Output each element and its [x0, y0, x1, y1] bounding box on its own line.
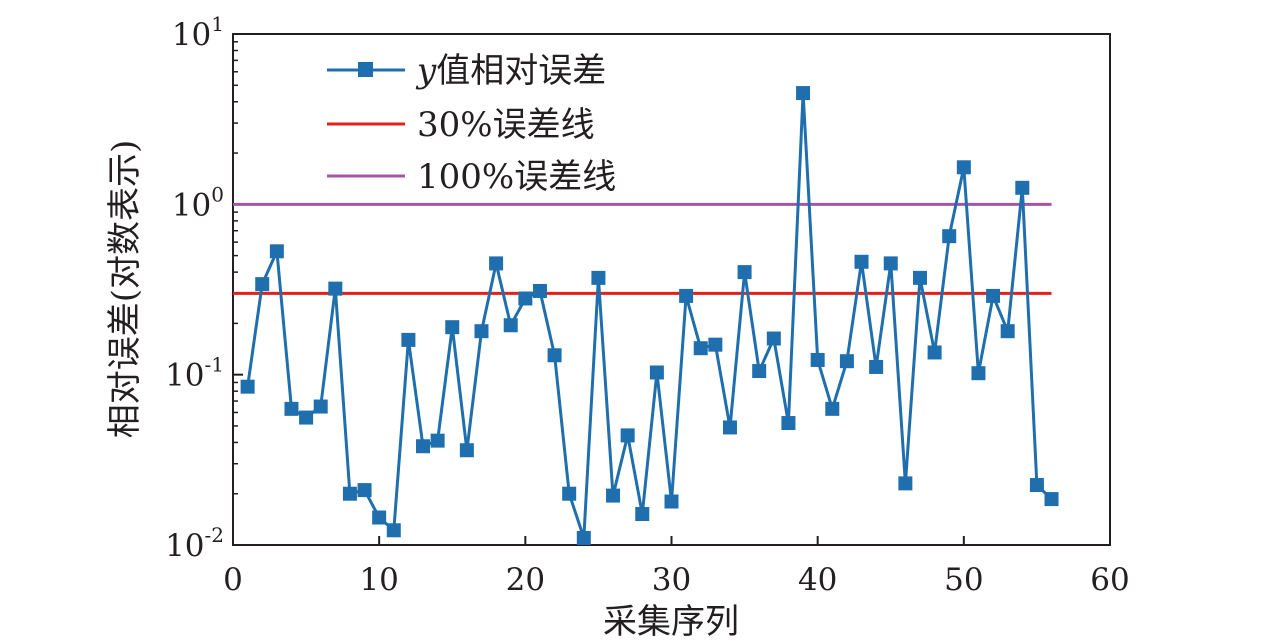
data-point	[679, 288, 694, 303]
data-point	[883, 256, 898, 271]
data-point	[825, 401, 840, 416]
y-tick-exponent: -1	[205, 353, 224, 377]
data-point	[766, 331, 781, 346]
y-tick-base: 10	[165, 528, 204, 564]
data-point	[489, 256, 504, 271]
data-point	[986, 288, 1001, 303]
y-tick-label: 10-2	[165, 523, 224, 564]
data-point	[1044, 492, 1059, 507]
legend-label-series-1: 30%误差线	[417, 105, 595, 145]
data-point	[708, 337, 723, 352]
data-point	[459, 443, 474, 458]
data-point	[839, 354, 854, 369]
data-point	[898, 476, 913, 491]
data-point	[971, 366, 986, 381]
data-point	[269, 244, 284, 259]
y-axis-title: 相对误差(对数表示)	[105, 140, 145, 439]
data-point	[912, 270, 927, 285]
data-point	[591, 270, 606, 285]
data-point	[284, 401, 299, 416]
data-point	[796, 86, 811, 101]
data-point	[1029, 478, 1044, 493]
data-point	[299, 410, 314, 425]
data-point	[386, 523, 401, 538]
data-point	[328, 281, 343, 296]
legend: y值相对误差 30%误差线 100%误差线	[327, 51, 616, 197]
data-point	[722, 420, 737, 435]
data-point	[547, 348, 562, 363]
legend-label-italic-y: y	[415, 51, 437, 91]
y-tick-base: 10	[172, 17, 211, 53]
x-tick-label: 20	[506, 562, 545, 598]
data-point	[942, 229, 957, 244]
data-point	[781, 416, 796, 431]
data-point	[854, 254, 869, 269]
legend-marker-series-0	[358, 62, 373, 77]
series-line-layer	[246, 91, 1053, 540]
data-point	[342, 486, 357, 501]
y-tick-exponent: -2	[205, 523, 224, 547]
data-point	[576, 530, 591, 545]
y-tick-label: 10-1	[165, 353, 224, 394]
data-point	[518, 291, 533, 306]
data-point	[372, 510, 387, 525]
data-point	[562, 486, 577, 501]
data-point	[664, 494, 679, 509]
data-point	[357, 483, 372, 498]
y-tick-exponent: 1	[211, 12, 224, 36]
data-point	[474, 324, 489, 339]
y-tick-exponent: 0	[211, 182, 224, 206]
data-point	[503, 318, 518, 333]
data-point	[416, 439, 431, 454]
y-tick-label: 100	[172, 182, 224, 223]
data-point	[606, 488, 621, 503]
legend-label-rest: 值相对误差	[436, 51, 606, 91]
data-point	[430, 433, 445, 448]
data-point	[620, 428, 635, 443]
y-tick-label: 101	[172, 12, 224, 53]
data-point	[445, 320, 460, 335]
data-point	[313, 399, 328, 414]
data-point	[255, 277, 270, 292]
data-point	[927, 345, 942, 360]
plot-frame	[232, 33, 1111, 546]
series-line-y-error	[246, 91, 1053, 540]
legend-label-series-2: 100%误差线	[417, 157, 616, 197]
data-point	[649, 365, 664, 380]
reference-lines	[233, 202, 1052, 295]
x-tick-label: 0	[223, 562, 243, 598]
data-point	[956, 160, 971, 175]
data-point	[635, 507, 650, 522]
x-tick-label: 50	[944, 562, 983, 598]
x-axis: 0 10 20 30 40 50 60	[223, 536, 1130, 598]
data-point	[693, 341, 708, 356]
data-point	[401, 332, 416, 347]
x-tick-label: 40	[798, 562, 837, 598]
x-tick-label: 60	[1090, 562, 1129, 598]
x-axis-title: 采集序列	[603, 602, 739, 642]
data-point	[752, 364, 767, 379]
x-tick-label: 30	[652, 562, 691, 598]
data-point	[869, 359, 884, 374]
series-markers-layer	[240, 86, 1059, 545]
y-tick-base: 10	[165, 358, 204, 394]
data-point	[737, 265, 752, 280]
data-point	[240, 379, 255, 394]
data-point	[1000, 324, 1015, 339]
data-point	[532, 283, 547, 298]
data-point	[810, 352, 825, 367]
legend-label-series-0: y值相对误差	[415, 51, 606, 91]
y-tick-base: 10	[172, 187, 211, 223]
x-tick-label: 10	[359, 562, 398, 598]
data-point	[1015, 180, 1030, 195]
